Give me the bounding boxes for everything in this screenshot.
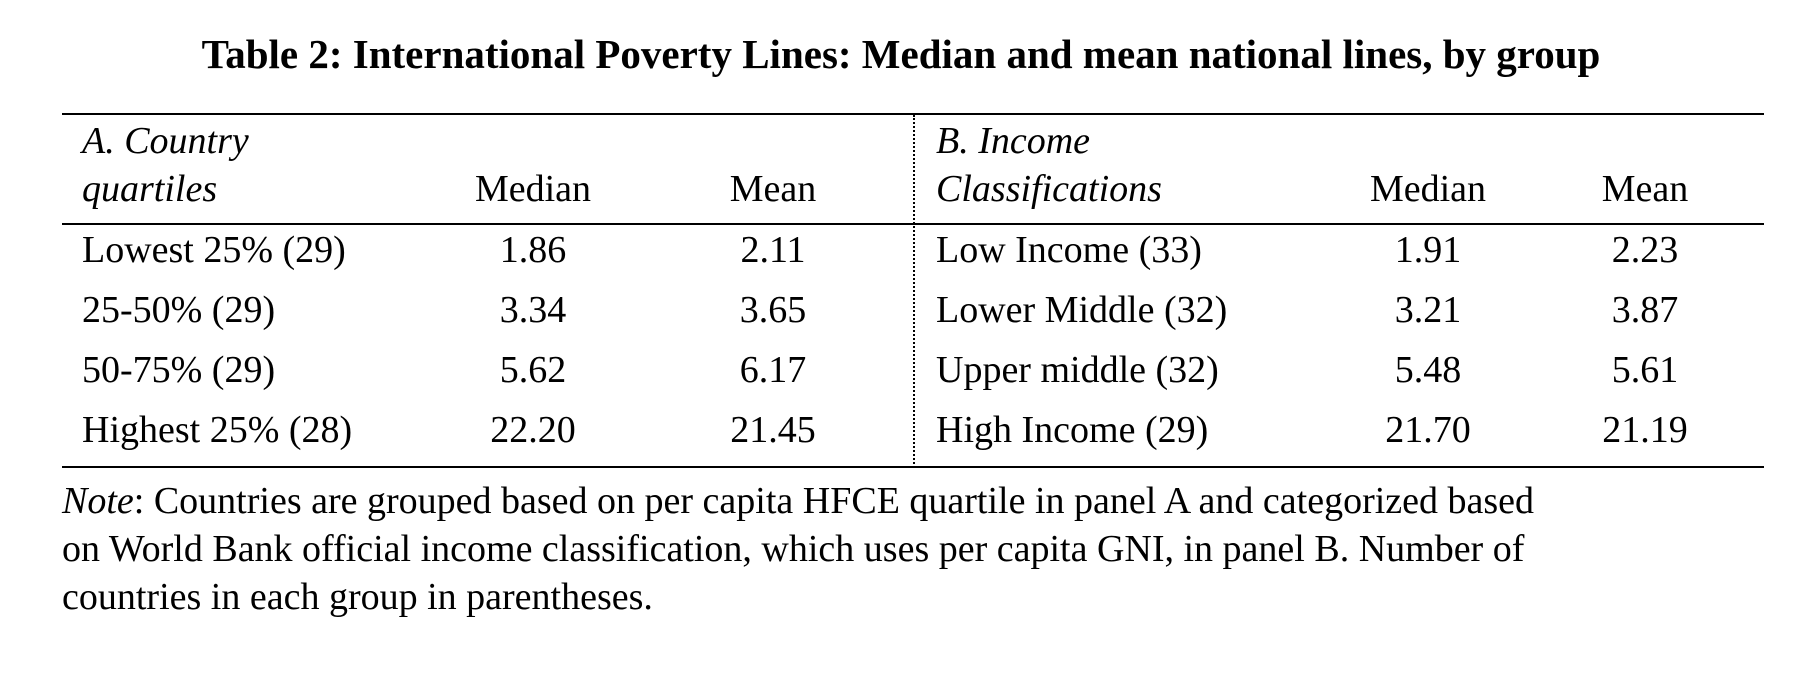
table-cell-b-mean: 21.19 xyxy=(1602,409,1688,451)
table-cell-a-mean: 3.65 xyxy=(739,289,807,331)
table-cell-a-label: 50-75% (29) xyxy=(82,349,276,391)
panel-a-header-line2: quartiles xyxy=(82,168,218,210)
table-cell-b-mean: 3.87 xyxy=(1611,289,1679,331)
table-caption: Table 2: International Poverty Lines: Me… xyxy=(201,31,1601,77)
table-cell-a-median: 22.20 xyxy=(490,409,576,451)
panel-divider xyxy=(913,115,915,468)
table-cell-a-median: 1.86 xyxy=(499,229,567,271)
panel-a-header-line1: A. Country xyxy=(82,120,249,162)
table-cell-b-median: 1.91 xyxy=(1394,229,1462,271)
table-cell-a-median: 3.34 xyxy=(499,289,567,331)
table-cell-a-mean: 6.17 xyxy=(739,349,807,391)
table-cell-b-median: 21.70 xyxy=(1385,409,1471,451)
note-line-1: Note: Countries are grouped based on per… xyxy=(62,478,1782,526)
note-line-3: countries in each group in parentheses. xyxy=(62,575,653,618)
table-cell-b-label: Lower Middle (32) xyxy=(936,289,1228,331)
table-note: Note: Countries are grouped based on per… xyxy=(62,478,1782,622)
table-cell-a-mean: 2.11 xyxy=(740,229,806,271)
table-cell-b-label: Low Income (33) xyxy=(936,229,1202,271)
note-text-1: : Countries are grouped based on per cap… xyxy=(133,480,1535,522)
top-rule xyxy=(62,113,1764,115)
table-cell-b-mean: 2.23 xyxy=(1611,229,1679,271)
table-cell-a-label: Lowest 25% (29) xyxy=(82,229,346,271)
panel-b-header-line1: B. Income xyxy=(936,120,1091,162)
panel-a-mean-header: Mean xyxy=(729,168,817,210)
note-label: Note xyxy=(62,480,134,522)
table-cell-b-median: 3.21 xyxy=(1394,289,1462,331)
table-cell-a-mean: 21.45 xyxy=(730,409,816,451)
table-cell-b-mean: 5.61 xyxy=(1611,349,1679,391)
table-cell-a-label: 25-50% (29) xyxy=(82,289,276,331)
table-cell-b-label: High Income (29) xyxy=(936,409,1209,451)
panel-b-header-line2: Classifications xyxy=(936,168,1162,210)
table-cell-a-label: Highest 25% (28) xyxy=(82,409,353,451)
table-cell-b-label: Upper middle (32) xyxy=(936,349,1219,391)
panel-a-median-header: Median xyxy=(474,168,592,210)
panel-b-median-header: Median xyxy=(1369,168,1487,210)
table-cell-a-median: 5.62 xyxy=(499,349,567,391)
panel-b-mean-header: Mean xyxy=(1601,168,1689,210)
note-line-2: on World Bank official income classifica… xyxy=(62,527,1525,570)
table-cell-b-median: 5.48 xyxy=(1394,349,1462,391)
